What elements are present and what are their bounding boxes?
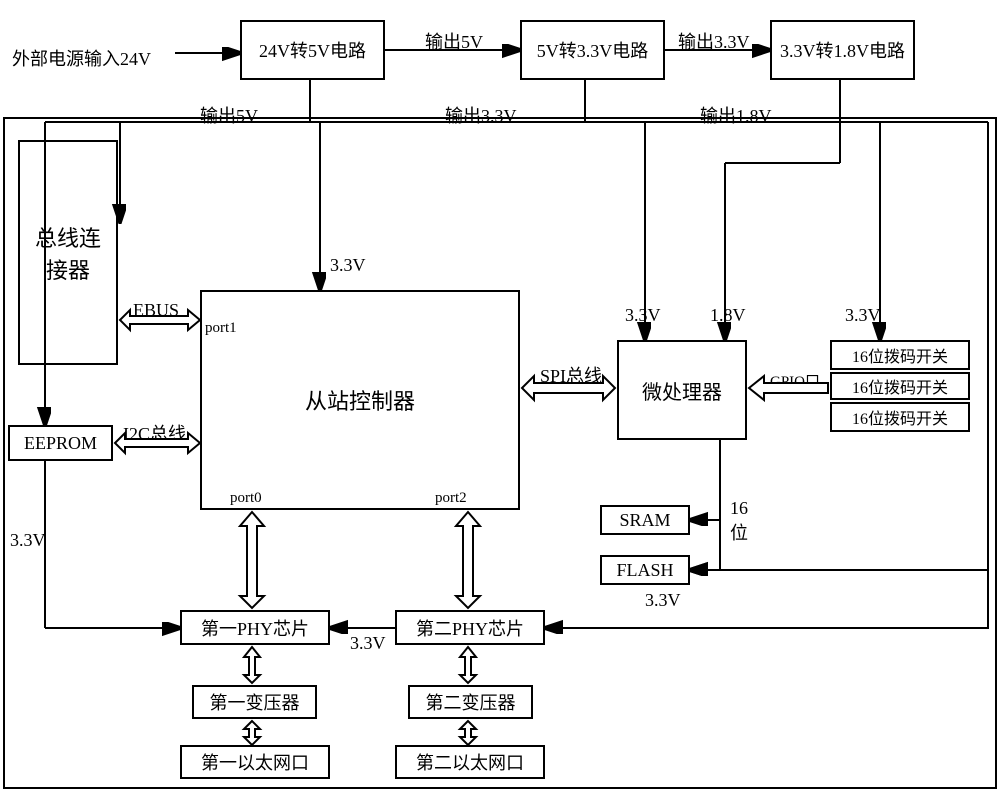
dip-switch-2-box: 16位拨码开关 [830, 372, 970, 400]
port2-label: port2 [435, 490, 467, 507]
dip-switch-1-box: 16位拨码开关 [830, 340, 970, 370]
i2c-label: I2C总线 [123, 420, 186, 446]
power-33v-18v-box: 3.3V转1.8V电路 [770, 20, 915, 80]
v33-dip-label: 3.3V [845, 305, 881, 326]
trans1-box: 第一变压器 [192, 685, 317, 719]
bus-connector-box: 总线连 接器 [18, 140, 118, 365]
port0-label: port0 [230, 490, 262, 507]
v33-eeprom-label: 3.3V [10, 530, 46, 551]
sram-box: SRAM [600, 505, 690, 535]
dip-switch-3-box: 16位拨码开关 [830, 402, 970, 432]
eeprom-box: EEPROM [8, 425, 113, 461]
flash-box: FLASH [600, 555, 690, 585]
slave-controller-box: 从站控制器 [200, 290, 520, 510]
out5v-down-label: 输出5V [200, 102, 258, 128]
spi-label: SPI总线 [540, 362, 602, 388]
external-power-label: 外部电源输入24V [12, 45, 151, 71]
power-24v-5v-box: 24V转5V电路 [240, 20, 385, 80]
ebus-label: EBUS [133, 300, 179, 321]
mcu-box: 微处理器 [617, 340, 747, 440]
eth1-box: 第一以太网口 [180, 745, 330, 779]
port1-label: port1 [205, 320, 237, 337]
gpio-label: GPIO口 [770, 370, 820, 391]
v33-phy-label: 3.3V [350, 633, 386, 654]
v33-slave-label: 3.3V [330, 255, 366, 276]
out18v-down-label: 输出1.8V [700, 102, 772, 128]
bits16-label: 16 位 [730, 498, 748, 545]
phy2-box: 第二PHY芯片 [395, 610, 545, 645]
out33v-top-label: 输出3.3V [678, 28, 750, 54]
out33v-down-label: 输出3.3V [445, 102, 517, 128]
eth2-box: 第二以太网口 [395, 745, 545, 779]
v33-flash-label: 3.3V [645, 590, 681, 611]
v18-mcu-label: 1.8V [710, 305, 746, 326]
phy1-box: 第一PHY芯片 [180, 610, 330, 645]
power-5v-33v-box: 5V转3.3V电路 [520, 20, 665, 80]
v33-mcu-label: 3.3V [625, 305, 661, 326]
out5v-top-label: 输出5V [425, 28, 483, 54]
trans2-box: 第二变压器 [408, 685, 533, 719]
